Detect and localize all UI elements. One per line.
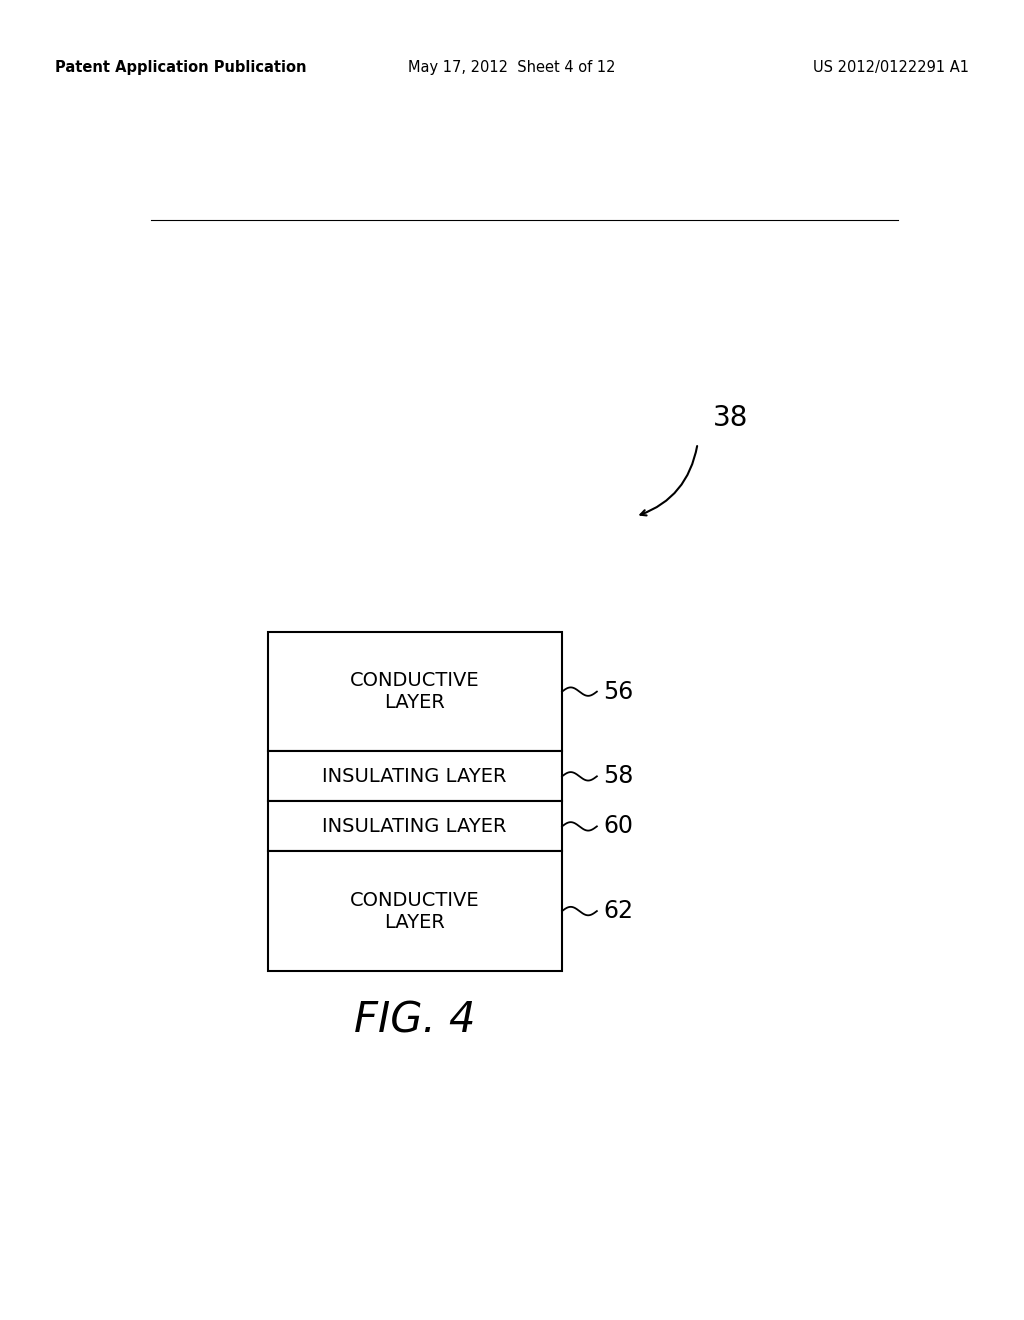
Bar	[267, 801, 562, 851]
Text: CONDUCTIVE
LAYER: CONDUCTIVE LAYER	[350, 891, 479, 932]
Text: 56: 56	[603, 680, 633, 704]
Text: US 2012/0122291 A1: US 2012/0122291 A1	[813, 59, 969, 75]
Text: INSULATING LAYER: INSULATING LAYER	[323, 767, 507, 785]
Bar	[267, 751, 562, 801]
Text: 62: 62	[603, 899, 633, 923]
Text: 58: 58	[603, 764, 634, 788]
Bar	[267, 632, 562, 751]
Bar	[267, 851, 562, 970]
Text: 38: 38	[713, 404, 749, 432]
Text: May 17, 2012  Sheet 4 of 12: May 17, 2012 Sheet 4 of 12	[409, 59, 615, 75]
Text: Patent Application Publication: Patent Application Publication	[55, 59, 306, 75]
Text: 60: 60	[603, 814, 633, 838]
Text: CONDUCTIVE
LAYER: CONDUCTIVE LAYER	[350, 671, 479, 711]
Text: INSULATING LAYER: INSULATING LAYER	[323, 817, 507, 836]
Text: FIG. 4: FIG. 4	[354, 999, 475, 1041]
